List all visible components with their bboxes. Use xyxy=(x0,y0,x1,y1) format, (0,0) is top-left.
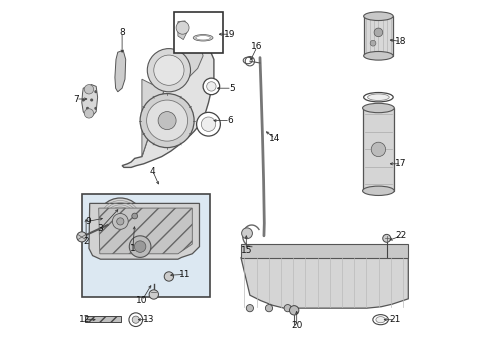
Text: 19: 19 xyxy=(224,30,235,39)
Ellipse shape xyxy=(362,103,393,113)
Text: 13: 13 xyxy=(143,315,155,324)
Text: 1: 1 xyxy=(130,244,136,253)
Text: 3: 3 xyxy=(98,224,103,233)
Ellipse shape xyxy=(363,93,392,102)
Ellipse shape xyxy=(363,51,392,60)
Circle shape xyxy=(206,82,216,91)
Text: 5: 5 xyxy=(228,84,234,93)
Circle shape xyxy=(84,85,94,94)
Text: 6: 6 xyxy=(227,116,232,125)
Text: 16: 16 xyxy=(251,42,263,51)
Circle shape xyxy=(382,234,390,242)
Circle shape xyxy=(289,306,298,315)
Text: 12: 12 xyxy=(79,315,90,324)
Circle shape xyxy=(284,305,291,312)
Ellipse shape xyxy=(367,94,388,100)
Text: 4: 4 xyxy=(150,166,155,175)
Bar xyxy=(174,12,223,53)
Ellipse shape xyxy=(375,317,385,323)
Circle shape xyxy=(203,78,219,95)
Text: 8: 8 xyxy=(119,28,125,37)
Text: 22: 22 xyxy=(395,231,406,240)
Circle shape xyxy=(164,272,173,281)
Ellipse shape xyxy=(363,12,392,21)
Circle shape xyxy=(129,313,142,327)
Circle shape xyxy=(158,112,176,130)
Ellipse shape xyxy=(372,315,387,325)
Polygon shape xyxy=(81,85,98,117)
Circle shape xyxy=(373,28,382,37)
Bar xyxy=(85,316,121,322)
Text: 17: 17 xyxy=(394,159,406,168)
Circle shape xyxy=(84,109,94,118)
Circle shape xyxy=(196,112,220,136)
Circle shape xyxy=(246,305,253,312)
Polygon shape xyxy=(241,244,407,258)
Circle shape xyxy=(149,290,158,299)
Polygon shape xyxy=(142,43,203,157)
Ellipse shape xyxy=(362,186,393,195)
Bar xyxy=(81,194,209,297)
Circle shape xyxy=(132,213,137,219)
Circle shape xyxy=(129,210,140,222)
Text: 20: 20 xyxy=(290,321,302,330)
Polygon shape xyxy=(241,257,407,308)
Circle shape xyxy=(97,198,143,245)
Text: 15: 15 xyxy=(240,246,251,255)
Circle shape xyxy=(134,241,145,252)
Circle shape xyxy=(244,57,254,66)
Circle shape xyxy=(201,117,215,131)
Text: 11: 11 xyxy=(179,270,190,279)
Polygon shape xyxy=(178,21,186,40)
Text: 2: 2 xyxy=(83,237,89,246)
Text: 10: 10 xyxy=(136,296,147,305)
Circle shape xyxy=(153,55,183,85)
Ellipse shape xyxy=(193,35,213,41)
Circle shape xyxy=(112,213,128,229)
Text: 9: 9 xyxy=(85,217,91,226)
Circle shape xyxy=(140,94,194,148)
Text: 21: 21 xyxy=(388,315,400,324)
Polygon shape xyxy=(115,50,125,92)
Circle shape xyxy=(369,40,375,46)
Polygon shape xyxy=(122,43,213,167)
Circle shape xyxy=(117,218,123,225)
Polygon shape xyxy=(89,203,199,259)
Text: 14: 14 xyxy=(269,134,280,143)
Circle shape xyxy=(241,228,252,239)
Text: 18: 18 xyxy=(394,37,406,46)
Text: 7: 7 xyxy=(73,94,79,104)
Polygon shape xyxy=(99,208,192,254)
Circle shape xyxy=(146,100,187,141)
Ellipse shape xyxy=(196,36,210,40)
Bar xyxy=(363,108,393,191)
Circle shape xyxy=(132,316,139,323)
Circle shape xyxy=(77,232,87,242)
Circle shape xyxy=(265,305,272,312)
Circle shape xyxy=(129,236,151,257)
Circle shape xyxy=(370,142,385,157)
Circle shape xyxy=(176,21,189,34)
Bar xyxy=(363,16,392,56)
Circle shape xyxy=(147,49,190,92)
